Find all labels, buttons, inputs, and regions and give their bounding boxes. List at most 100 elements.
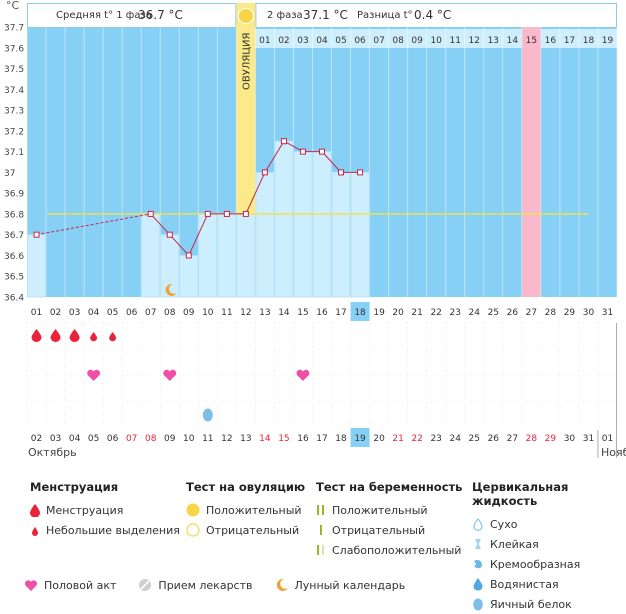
date-label: 09 (164, 434, 176, 444)
date-label: 11 (202, 434, 213, 444)
legend-cervical-creamy: Кремообразная (472, 554, 626, 574)
date-label: 31 (583, 434, 594, 444)
spotting-drop-icon (90, 332, 98, 342)
temperature-point (299, 148, 306, 155)
phase2-day-label: 04 (316, 36, 328, 46)
date-label: 18 (335, 434, 347, 444)
cycle-day-label: 14 (278, 308, 290, 318)
temperature-bar (217, 213, 237, 298)
y-tick-label: 37.5 (4, 65, 24, 75)
legend-ovulation-test: Тест на овуляцию Положительный Отрицател… (186, 480, 305, 540)
diff-label: Разница t° (357, 10, 413, 21)
y-tick-label: 36.8 (4, 210, 24, 220)
legend-menstruation: Менструация Менструация Небольшие выделе… (30, 480, 180, 540)
temperature-point (242, 210, 249, 217)
phase2-day-label: 11 (449, 36, 460, 46)
cycle-day-label: 21 (411, 308, 422, 318)
ovulation-vertical-label: ОВУЛЯЦИЯ (241, 33, 252, 91)
temperature-point (338, 169, 345, 176)
temperature-point (185, 252, 192, 259)
temperature-line-segment (169, 234, 190, 256)
legend-ovulation-title: Тест на овуляцию (186, 480, 306, 494)
intercourse-heart-icon (163, 369, 177, 381)
faint-stripe-icon (317, 545, 324, 555)
cycle-day-label: 05 (107, 308, 118, 318)
legend-cervical: Цервикальная жидкость Сухо Клейкая Кремо… (472, 480, 626, 614)
legend-menstruation-title: Менструация (30, 480, 119, 494)
cycle-day-label: 31 (602, 308, 613, 318)
cycle-day-label: 23 (449, 308, 460, 318)
phase2-day-label: 05 (335, 36, 346, 46)
cycle-day-label: 19 (373, 308, 385, 318)
cycle-day-label: 04 (88, 308, 100, 318)
y-tick-label: 37.6 (4, 44, 24, 54)
current-cycle-day-highlight (350, 302, 370, 321)
date-label: 24 (449, 434, 461, 444)
legend-cervical-watery: Водянистая (472, 574, 626, 594)
date-label: 06 (107, 434, 119, 444)
temperature-bar (236, 213, 256, 298)
temperature-line-segment (245, 172, 266, 215)
legend-pregnancy-negative: Отрицательный (316, 520, 462, 540)
legend-pregnancy-test: Тест на беременность Положительный Отриц… (316, 480, 462, 560)
phase2-day-label: 19 (602, 36, 614, 46)
phase2-value: 37.1 °C (303, 8, 348, 22)
y-tick-label: 36.6 (4, 252, 24, 262)
drop-cream-icon (474, 560, 482, 569)
cycle-day-label: 26 (507, 308, 519, 318)
phase2-day-label: 08 (392, 36, 404, 46)
cycle-day-label: 02 (50, 308, 61, 318)
legend-pregnancy-positive: Положительный (316, 500, 462, 520)
date-label: 20 (373, 434, 385, 444)
cycle-day-label: 24 (469, 308, 481, 318)
date-label: 29 (545, 434, 557, 444)
temperature-point (166, 231, 173, 238)
pill-icon (139, 579, 152, 591)
y-tick-label: 36.4 (4, 294, 24, 304)
legend-bottom: Половой акт Прием лекарств Лунный календ… (24, 578, 427, 592)
phase1-label: Средняя t° 1 фаза (56, 10, 152, 21)
cycle-day-label: 01 (31, 308, 42, 318)
date-label: 05 (88, 434, 99, 444)
ovulation-sun-icon (237, 8, 254, 24)
moon-icon (276, 578, 288, 591)
drop-outline-icon (473, 518, 483, 531)
y-tick-label: 37.7 (4, 24, 24, 34)
heart-icon (24, 579, 38, 591)
phase1-value: 36.7 °C (138, 8, 183, 22)
header-phase2-box (255, 3, 618, 28)
double-stripe-icon (317, 505, 324, 515)
highlight-day-column (521, 27, 541, 297)
phase2-day-label: 06 (354, 36, 366, 46)
legend-intercourse: Половой акт (24, 579, 116, 592)
drop-water-icon (473, 578, 483, 591)
cycle-day-label: 20 (392, 308, 404, 318)
phase2-day-label: 16 (545, 36, 557, 46)
legend-pregnancy-title: Тест на беременность (316, 480, 463, 494)
cycle-day-label: 29 (564, 308, 576, 318)
legend-ovulation-positive: Положительный (186, 500, 305, 520)
cycle-day-label: 27 (526, 308, 537, 318)
temperature-chart: ОВУЛЯЦИЯ 37.7 37.6 37.5 37.4 37.3 37.2 37.1 37 36… (4, 3, 618, 458)
temperature-bar (274, 140, 294, 298)
date-label: 17 (316, 434, 327, 444)
temperature-bar (141, 213, 161, 298)
sun-filled-icon (186, 503, 200, 517)
date-label: 02 (31, 434, 42, 444)
cycle-day-label: 07 (145, 308, 156, 318)
temperature-point (147, 210, 154, 217)
date-label: 13 (240, 434, 251, 444)
legend-ovulation-negative: Отрицательный (186, 520, 305, 540)
legend-spotting-item: Небольшие выделения (30, 520, 180, 540)
date-label: 04 (69, 434, 81, 444)
date-label: 27 (507, 434, 518, 444)
phase2-day-label: 07 (373, 36, 384, 46)
legend-cervical-dry: Сухо (472, 514, 626, 534)
spotting-drop-icon (109, 332, 117, 342)
phase2-day-label: 01 (259, 36, 270, 46)
cycle-day-label: 09 (183, 308, 195, 318)
temperature-bar (331, 171, 351, 298)
phase2-day-label: 10 (430, 36, 442, 46)
temperature-line-segment (150, 213, 171, 236)
legend-pregnancy-weak: Слабоположительный (316, 540, 462, 560)
